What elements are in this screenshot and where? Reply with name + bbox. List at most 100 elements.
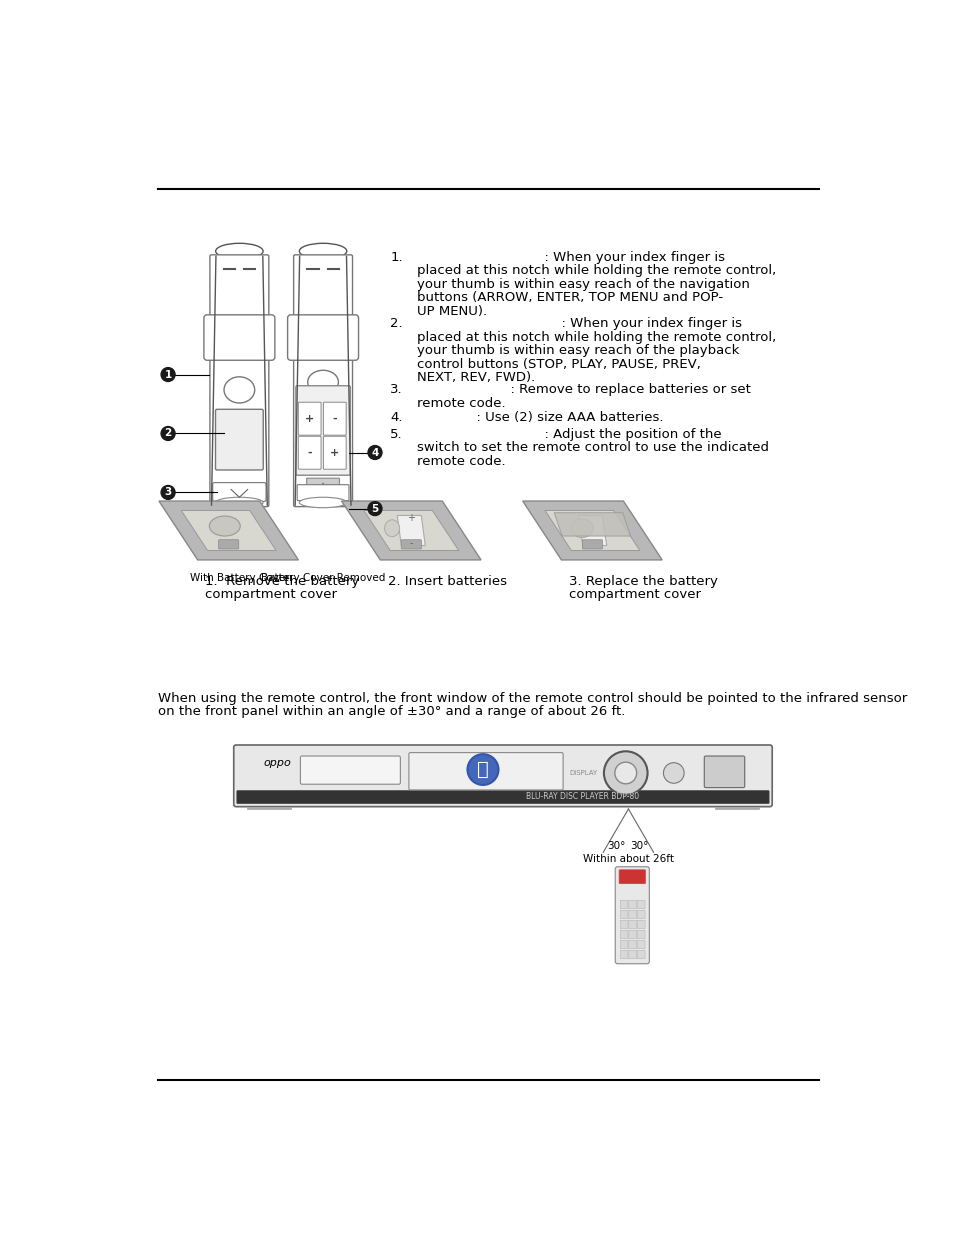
FancyBboxPatch shape — [323, 436, 346, 469]
Text: 4: 4 — [371, 447, 378, 457]
Text: Ⓡ: Ⓡ — [476, 760, 488, 779]
FancyBboxPatch shape — [294, 254, 353, 506]
FancyBboxPatch shape — [298, 403, 321, 435]
Circle shape — [662, 763, 683, 783]
Text: compartment cover: compartment cover — [569, 588, 700, 601]
FancyBboxPatch shape — [618, 869, 645, 884]
Text: 2. Insert batteries: 2. Insert batteries — [388, 576, 506, 588]
Text: placed at this notch while holding the remote control,: placed at this notch while holding the r… — [416, 264, 776, 278]
Text: remote code.: remote code. — [416, 396, 505, 410]
Text: : When your index finger is: : When your index finger is — [416, 317, 741, 331]
FancyBboxPatch shape — [300, 756, 400, 784]
FancyBboxPatch shape — [581, 540, 602, 550]
FancyBboxPatch shape — [628, 900, 636, 909]
Polygon shape — [396, 515, 425, 546]
Ellipse shape — [224, 377, 254, 403]
Text: UP MENU).: UP MENU). — [416, 305, 486, 317]
Circle shape — [368, 501, 381, 515]
Ellipse shape — [209, 516, 240, 536]
Polygon shape — [544, 510, 639, 551]
Circle shape — [368, 446, 381, 459]
Text: 5: 5 — [371, 504, 378, 514]
FancyBboxPatch shape — [306, 478, 339, 493]
FancyBboxPatch shape — [628, 920, 636, 929]
FancyBboxPatch shape — [213, 483, 266, 501]
Text: -: - — [307, 448, 312, 458]
Text: remote code.: remote code. — [416, 454, 505, 468]
FancyBboxPatch shape — [637, 900, 644, 909]
FancyBboxPatch shape — [295, 385, 350, 475]
Polygon shape — [522, 501, 661, 559]
Text: 4.: 4. — [390, 411, 402, 424]
Ellipse shape — [384, 520, 399, 537]
Ellipse shape — [215, 498, 263, 508]
FancyBboxPatch shape — [619, 900, 627, 909]
FancyBboxPatch shape — [297, 484, 349, 500]
FancyBboxPatch shape — [628, 950, 636, 958]
Text: NEXT, REV, FWD).: NEXT, REV, FWD). — [416, 372, 535, 384]
Ellipse shape — [215, 243, 263, 259]
Text: 30°: 30° — [606, 841, 624, 851]
Text: 3.: 3. — [390, 383, 402, 396]
FancyBboxPatch shape — [215, 409, 263, 471]
Ellipse shape — [299, 243, 347, 259]
Text: control buttons (STOP, PLAY, PAUSE, PREV,: control buttons (STOP, PLAY, PAUSE, PREV… — [416, 358, 700, 370]
FancyBboxPatch shape — [401, 540, 421, 550]
Text: : When your index finger is: : When your index finger is — [416, 251, 724, 264]
FancyBboxPatch shape — [637, 920, 644, 929]
Text: : Use (2) size AAA batteries.: : Use (2) size AAA batteries. — [416, 411, 662, 424]
Ellipse shape — [308, 370, 338, 394]
Text: +: + — [407, 513, 415, 522]
FancyBboxPatch shape — [210, 254, 269, 506]
Text: With Battery Cover: With Battery Cover — [190, 573, 289, 583]
Polygon shape — [319, 483, 326, 490]
Text: 2: 2 — [164, 429, 172, 438]
Text: buttons (ARROW, ENTER, TOP MENU and POP-: buttons (ARROW, ENTER, TOP MENU and POP- — [416, 291, 722, 304]
Text: -: - — [409, 538, 413, 548]
Circle shape — [603, 751, 647, 794]
Text: : Remove to replace batteries or set: : Remove to replace batteries or set — [416, 383, 750, 396]
Text: 30°: 30° — [629, 841, 648, 851]
FancyBboxPatch shape — [204, 315, 274, 361]
Text: on the front panel within an angle of ±30° and a range of about 26 ft.: on the front panel within an angle of ±3… — [158, 705, 625, 719]
FancyBboxPatch shape — [287, 315, 358, 361]
FancyBboxPatch shape — [637, 950, 644, 958]
Polygon shape — [554, 513, 630, 536]
Text: oppo: oppo — [263, 758, 291, 768]
FancyBboxPatch shape — [323, 403, 346, 435]
FancyBboxPatch shape — [409, 752, 562, 790]
Text: placed at this notch while holding the remote control,: placed at this notch while holding the r… — [416, 331, 776, 343]
Ellipse shape — [299, 498, 347, 508]
FancyBboxPatch shape — [637, 930, 644, 939]
Circle shape — [161, 485, 174, 499]
Text: your thumb is within easy reach of the playback: your thumb is within easy reach of the p… — [416, 345, 739, 357]
Text: 3: 3 — [164, 488, 172, 498]
Text: DISPLAY: DISPLAY — [569, 769, 597, 776]
Text: switch to set the remote control to use the indicated: switch to set the remote control to use … — [416, 441, 768, 454]
FancyBboxPatch shape — [236, 790, 768, 804]
Text: Battery Cover Removed: Battery Cover Removed — [260, 573, 385, 583]
FancyBboxPatch shape — [615, 867, 649, 963]
Circle shape — [161, 368, 174, 382]
Circle shape — [614, 762, 636, 784]
Text: BLU-RAY DISC PLAYER BDP-80: BLU-RAY DISC PLAYER BDP-80 — [526, 793, 639, 802]
FancyBboxPatch shape — [619, 950, 627, 958]
Text: 1.: 1. — [390, 251, 402, 264]
Text: +: + — [305, 414, 314, 424]
Text: +: + — [330, 448, 339, 458]
Polygon shape — [159, 501, 298, 559]
FancyBboxPatch shape — [637, 910, 644, 919]
Polygon shape — [363, 510, 458, 551]
Circle shape — [467, 755, 498, 785]
Text: 1.  Remove the battery: 1. Remove the battery — [205, 576, 359, 588]
Text: 2.: 2. — [390, 317, 402, 331]
Text: 1: 1 — [164, 369, 172, 379]
FancyBboxPatch shape — [637, 940, 644, 948]
Text: -: - — [333, 414, 336, 424]
FancyBboxPatch shape — [619, 940, 627, 948]
FancyBboxPatch shape — [218, 540, 238, 550]
FancyBboxPatch shape — [628, 940, 636, 948]
FancyBboxPatch shape — [233, 745, 771, 806]
Text: Within about 26ft: Within about 26ft — [582, 853, 673, 863]
FancyBboxPatch shape — [619, 920, 627, 929]
